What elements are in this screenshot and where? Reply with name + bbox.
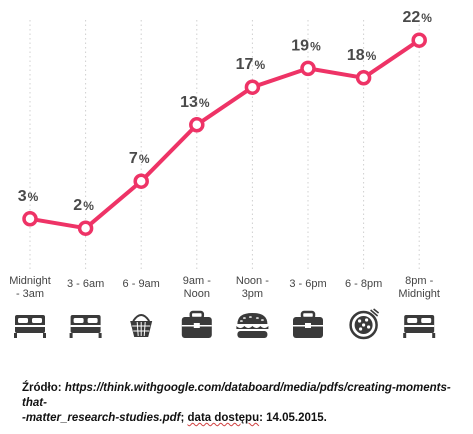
series-line (28, 38, 422, 231)
briefcase-icon (181, 310, 212, 338)
source-note: Źródło: https://think.withgoogle.com/dat… (22, 382, 451, 424)
data-point (355, 70, 372, 86)
data-point (244, 79, 261, 95)
access-date-label: data dostępu (187, 412, 260, 424)
source-label: Źródło: (22, 382, 62, 394)
bed-icon (403, 315, 436, 338)
data-label: 3% (18, 188, 39, 205)
chart: 3% 2% 7% 13% 17% 19% 18% 22% Midnight - 3am 3 - 6a… (9, 9, 440, 340)
bed-icon (69, 315, 102, 338)
data-point (22, 211, 38, 227)
data-label: 19% (291, 37, 321, 54)
data-point (189, 117, 205, 133)
access-date: 14.05.2015. (266, 412, 327, 424)
sandwich-icon (236, 313, 269, 338)
bed-icon (14, 315, 46, 338)
data-point (300, 60, 316, 77)
data-label: 17% (236, 56, 266, 73)
x-tick-label: 3 - 6pm (289, 278, 326, 290)
data-label: 13% (180, 94, 210, 111)
x-tick-label: 3 - 6am (67, 278, 104, 290)
x-tick-label: 8pm -Midnight (398, 275, 440, 300)
source-url-part1: https://think.withgoogle.com/databoard/m… (22, 382, 451, 409)
x-tick-label: Midnight - 3am (9, 275, 51, 300)
data-label: 2% (73, 197, 94, 214)
briefcase-icon (293, 310, 323, 338)
data-point (77, 220, 94, 236)
data-point (411, 32, 427, 48)
pizza-icon (349, 308, 380, 340)
x-tick-label: 6 - 8pm (345, 278, 382, 290)
data-label: 22% (402, 9, 432, 26)
data-label: 7% (129, 150, 150, 167)
data-point (133, 173, 149, 189)
x-tick-label: 9am -Noon (183, 275, 211, 300)
x-tick-label: 6 - 9am (123, 278, 160, 290)
food-basket-icon (130, 314, 153, 337)
x-tick-label: Noon -3pm (236, 275, 269, 300)
source-url-part2: -matter_research-studies.pdf (22, 412, 181, 424)
data-label: 18% (347, 47, 377, 64)
